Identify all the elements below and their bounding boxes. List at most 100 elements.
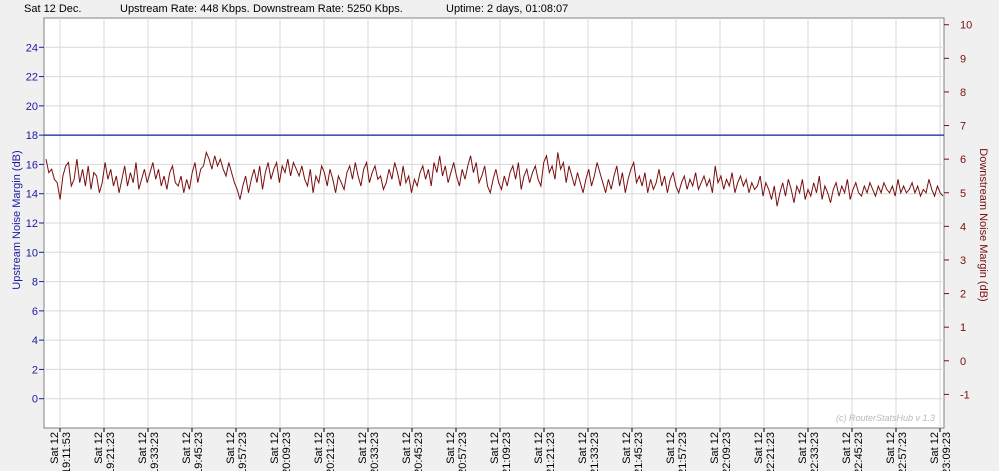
right-tick-label: 3 bbox=[960, 255, 966, 267]
x-tick-day: Sat 12 bbox=[181, 432, 193, 464]
x-tick-time: 19:21:23 bbox=[105, 432, 117, 471]
x-tick-day: Sat 12 bbox=[93, 432, 105, 464]
x-tick-label: Sat 12 21:57:23 bbox=[665, 432, 689, 471]
x-tick-label: Sat 12 19:11:53 bbox=[49, 432, 73, 471]
right-tick-label: 2 bbox=[960, 289, 966, 301]
status-date: Sat 12 Dec. bbox=[24, 3, 82, 15]
x-tick-time: 23:09:23 bbox=[941, 432, 953, 471]
right-tick-label: 1 bbox=[960, 322, 966, 334]
x-tick-time: 20:21:23 bbox=[325, 432, 337, 471]
left-tick-label: 20 bbox=[26, 101, 38, 113]
x-tick-label: Sat 12 19:21:23 bbox=[93, 432, 117, 471]
x-tick-label: Sat 12 22:33:23 bbox=[797, 432, 821, 471]
x-tick-label: Sat 12 20:09:23 bbox=[269, 432, 293, 471]
left-tick-label: 8 bbox=[32, 277, 38, 289]
x-tick-label: Sat 12 21:45:23 bbox=[621, 432, 645, 471]
x-tick-time: 19:45:23 bbox=[193, 432, 205, 471]
x-tick-label: Sat 12 20:57:23 bbox=[445, 432, 469, 471]
x-tick-day: Sat 12 bbox=[313, 432, 325, 464]
x-tick-label: Sat 12 22:45:23 bbox=[841, 432, 865, 471]
x-tick-label: Sat 12 19:33:23 bbox=[137, 432, 161, 471]
x-tick-day: Sat 12 bbox=[753, 432, 765, 464]
x-tick-day: Sat 12 bbox=[841, 432, 853, 464]
x-tick-time: 21:09:23 bbox=[501, 432, 513, 471]
status-upstream-rate: Upstream Rate: 448 Kbps. bbox=[120, 3, 250, 15]
x-tick-time: 20:33:23 bbox=[369, 432, 381, 471]
grid bbox=[44, 18, 944, 428]
x-tick-day: Sat 12 bbox=[885, 432, 897, 464]
x-tick-day: Sat 12 bbox=[49, 432, 61, 464]
x-tick-day: Sat 12 bbox=[137, 432, 149, 464]
x-tick-label: Sat 12 19:57:23 bbox=[225, 432, 249, 471]
x-tick-day: Sat 12 bbox=[797, 432, 809, 464]
x-tick-time: 21:57:23 bbox=[677, 432, 689, 471]
right-tick-label: 7 bbox=[960, 121, 966, 133]
right-tick-label: 10 bbox=[960, 20, 972, 32]
x-tick-time: 22:21:23 bbox=[765, 432, 777, 471]
x-tick-time: 21:33:23 bbox=[589, 432, 601, 471]
x-axis-ticks: Sat 12 19:11:53 Sat 12 19:21:23 Sat 12 19:33:… bbox=[49, 428, 953, 471]
x-tick-label: Sat 12 22:21:23 bbox=[753, 432, 777, 471]
x-tick-time: 21:21:23 bbox=[545, 432, 557, 471]
right-tick-label: 9 bbox=[960, 53, 966, 65]
status-bar: Sat 12 Dec. Upstream Rate: 448 Kbps. Dow… bbox=[0, 0, 999, 17]
left-tick-label: 4 bbox=[32, 335, 38, 347]
x-tick-day: Sat 12 bbox=[489, 432, 501, 464]
left-tick-label: 22 bbox=[26, 72, 38, 84]
x-tick-time: 20:09:23 bbox=[281, 432, 293, 471]
x-tick-label: Sat 12 20:21:23 bbox=[313, 432, 337, 471]
x-tick-day: Sat 12 bbox=[401, 432, 413, 464]
x-tick-time: 22:33:23 bbox=[809, 432, 821, 471]
x-tick-day: Sat 12 bbox=[621, 432, 633, 464]
status-downstream-rate: Downstream Rate: 5250 Kbps. bbox=[253, 3, 403, 15]
x-tick-day: Sat 12 bbox=[357, 432, 369, 464]
x-tick-day: Sat 12 bbox=[225, 432, 237, 464]
x-tick-day: Sat 12 bbox=[665, 432, 677, 464]
x-tick-day: Sat 12 bbox=[709, 432, 721, 464]
x-tick-day: Sat 12 bbox=[445, 432, 457, 464]
x-tick-label: Sat 12 23:09:23 bbox=[929, 432, 953, 471]
left-tick-label: 6 bbox=[32, 306, 38, 318]
x-tick-day: Sat 12 bbox=[929, 432, 941, 464]
x-tick-label: Sat 12 21:33:23 bbox=[577, 432, 601, 471]
right-tick-label: -1 bbox=[960, 389, 970, 401]
x-tick-label: Sat 12 22:09:23 bbox=[709, 432, 733, 471]
right-axis-label: Downstream Noise Margin (dB) bbox=[977, 148, 989, 301]
left-tick-label: 24 bbox=[26, 42, 38, 54]
x-tick-time: 22:09:23 bbox=[721, 432, 733, 471]
downstream-series-line bbox=[45, 150, 944, 207]
x-tick-day: Sat 12 bbox=[269, 432, 281, 464]
right-tick-label: 0 bbox=[960, 356, 966, 368]
left-tick-label: 2 bbox=[32, 364, 38, 376]
x-tick-time: 19:33:23 bbox=[149, 432, 161, 471]
x-tick-label: Sat 12 20:33:23 bbox=[357, 432, 381, 471]
x-tick-label: Sat 12 21:21:23 bbox=[533, 432, 557, 471]
left-tick-label: 14 bbox=[26, 189, 38, 201]
x-tick-label: Sat 12 19:45:23 bbox=[181, 432, 205, 471]
x-tick-time: 20:57:23 bbox=[457, 432, 469, 471]
x-tick-time: 19:57:23 bbox=[237, 432, 249, 471]
left-tick-label: 18 bbox=[26, 130, 38, 142]
x-tick-day: Sat 12 bbox=[533, 432, 545, 464]
left-axis-label: Upstream Noise Margin (dB) bbox=[11, 150, 23, 289]
x-tick-label: Sat 12 20:45:23 bbox=[401, 432, 425, 471]
x-tick-time: 20:45:23 bbox=[413, 432, 425, 471]
x-tick-time: 22:45:23 bbox=[853, 432, 865, 471]
x-tick-time: 22:57:23 bbox=[897, 432, 909, 471]
x-tick-label: Sat 12 22:57:23 bbox=[885, 432, 909, 471]
left-tick-label: 16 bbox=[26, 159, 38, 171]
watermark: (c) RouterStatsHub v 1.3 bbox=[836, 413, 935, 423]
right-tick-label: 8 bbox=[960, 87, 966, 99]
x-tick-day: Sat 12 bbox=[577, 432, 589, 464]
right-tick-label: 6 bbox=[960, 154, 966, 166]
x-tick-time: 21:45:23 bbox=[633, 432, 645, 471]
x-tick-time: 19:11:53 bbox=[61, 432, 73, 471]
status-uptime: Uptime: 2 days, 01:08:07 bbox=[446, 3, 569, 15]
right-tick-label: 5 bbox=[960, 188, 966, 200]
right-axis-ticks: -1 0 1 2 3 4 5 6 7 8 9 10 bbox=[944, 20, 972, 401]
left-tick-label: 12 bbox=[26, 218, 38, 230]
right-tick-label: 4 bbox=[960, 221, 966, 233]
x-tick-label: Sat 12 21:09:23 bbox=[489, 432, 513, 471]
